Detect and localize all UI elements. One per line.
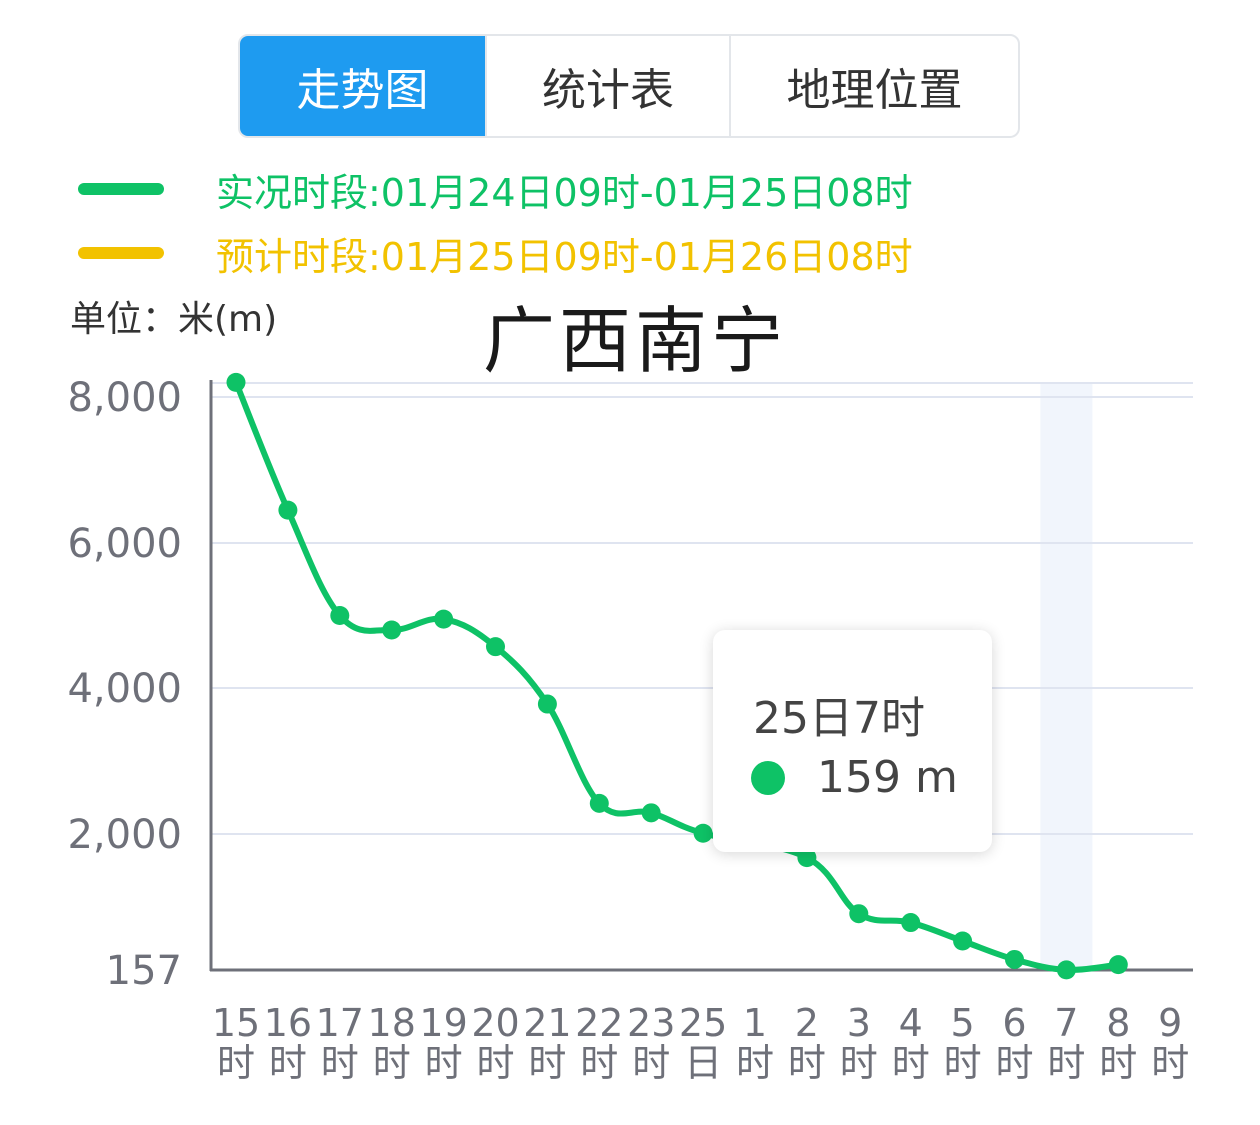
- x-tick-label: 时: [892, 1041, 930, 1085]
- x-tick-label: 时: [373, 1041, 411, 1085]
- x-tick-label: 2: [795, 1001, 819, 1045]
- x-tick-label: 20: [471, 1001, 519, 1045]
- data-point: [1108, 955, 1128, 975]
- x-tick-label: 日: [684, 1041, 722, 1085]
- y-tick-label: 8,000: [67, 375, 182, 421]
- x-tick-label: 22: [575, 1001, 623, 1045]
- x-tick-label: 21: [523, 1001, 571, 1045]
- tooltip-value: 159 m: [817, 752, 958, 803]
- y-tick-label: 6,000: [67, 521, 182, 567]
- x-tick-label: 18: [368, 1001, 416, 1045]
- legend-observed: 实况时段:01月24日09时-01月25日08时: [78, 164, 913, 215]
- data-tooltip: 25日7时 159 m: [713, 630, 992, 852]
- x-tick-label: 15: [212, 1001, 260, 1045]
- legend-observed-label: 实况时段:01月24日09时-01月25日08时: [216, 170, 913, 215]
- data-point: [486, 637, 505, 657]
- x-tick-label: 25: [679, 1001, 727, 1045]
- x-tick-label: 时: [840, 1041, 878, 1085]
- x-tick-label: 时: [580, 1041, 618, 1085]
- data-point: [382, 620, 402, 640]
- data-point: [434, 609, 454, 629]
- x-tick-label: 时: [528, 1041, 566, 1085]
- x-tick-label: 4: [899, 1001, 923, 1045]
- y-tick-label: 2,000: [67, 812, 182, 858]
- tab-stats-table[interactable]: 统计表: [487, 36, 731, 136]
- unit-label: 单位：米(m): [70, 299, 278, 340]
- chart-title: 广西南宁: [482, 299, 787, 383]
- data-point: [226, 372, 246, 392]
- x-tick-label: 时: [736, 1041, 774, 1085]
- x-tick-label: 时: [1099, 1041, 1137, 1085]
- x-tick-label: 时: [1151, 1041, 1189, 1085]
- x-tick-label: 时: [788, 1041, 826, 1085]
- tooltip-title: 25日7时: [753, 693, 925, 744]
- x-tick-label: 时: [321, 1041, 359, 1085]
- legend-forecast-label: 预计时段:01月25日09时-01月26日08时: [216, 234, 913, 279]
- x-tick-label: 时: [995, 1041, 1033, 1085]
- x-tick-label: 时: [269, 1041, 307, 1085]
- x-tick-label: 6: [1002, 1001, 1026, 1045]
- x-tick-label: 时: [476, 1041, 514, 1085]
- data-point: [330, 606, 350, 625]
- x-tick-label: 3: [847, 1001, 871, 1045]
- x-tick-label: 时: [944, 1041, 982, 1085]
- data-point: [589, 793, 609, 813]
- x-tick-label: 时: [632, 1041, 670, 1085]
- tab-trend[interactable]: 走势图: [240, 36, 487, 136]
- data-point: [1056, 960, 1076, 980]
- data-point: [278, 500, 298, 520]
- x-tick-label: 时: [425, 1041, 463, 1085]
- x-tick-label: 时: [1047, 1041, 1085, 1085]
- data-point: [953, 931, 973, 951]
- legend-forecast-swatch: [78, 247, 164, 259]
- tab-location[interactable]: 地理位置: [786, 65, 963, 116]
- tooltip-series-dot: [751, 761, 785, 795]
- x-tick-label: 19: [419, 1001, 467, 1045]
- highlight-band: [1040, 383, 1093, 971]
- data-point: [901, 913, 921, 933]
- x-tick-label: 5: [951, 1001, 975, 1045]
- x-tick-label: 7: [1054, 1001, 1078, 1045]
- data-point: [797, 848, 817, 868]
- y-tick-label: 4,000: [67, 666, 182, 712]
- x-tick-label: 9: [1158, 1001, 1182, 1045]
- x-tick-label: 23: [627, 1001, 675, 1045]
- x-tick-label: 17: [316, 1001, 364, 1045]
- data-point: [693, 823, 713, 843]
- data-point: [1005, 949, 1024, 969]
- data-point: [641, 803, 661, 823]
- data-point: [849, 904, 869, 924]
- legend-forecast: 预计时段:01月25日09时-01月26日08时: [78, 228, 913, 279]
- x-tick-label: 1: [743, 1001, 767, 1045]
- legend-observed-swatch: [78, 183, 164, 195]
- y-tick-label: 157: [106, 948, 182, 994]
- view-tabs: 走势图 统计表 地理位置: [238, 34, 1020, 138]
- x-tick-label: 16: [264, 1001, 312, 1045]
- x-tick-label: 时: [217, 1041, 255, 1085]
- data-point: [537, 694, 557, 714]
- x-tick-label: 8: [1106, 1001, 1130, 1045]
